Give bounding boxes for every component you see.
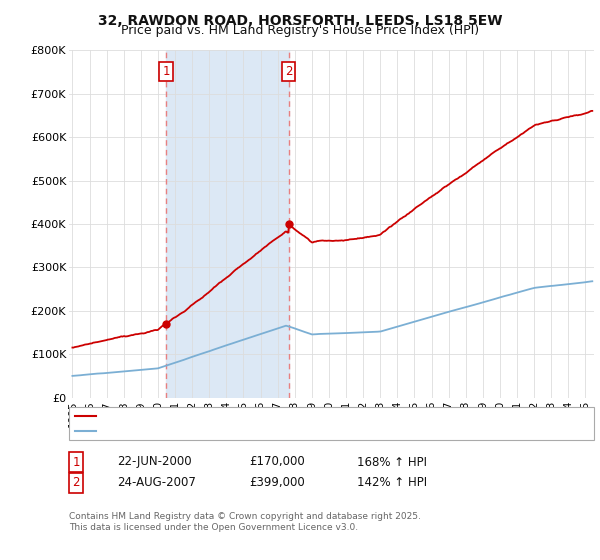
Text: 2: 2 [73, 476, 80, 489]
Text: 2: 2 [285, 65, 292, 78]
Text: Contains HM Land Registry data © Crown copyright and database right 2025.
This d: Contains HM Land Registry data © Crown c… [69, 512, 421, 532]
Text: £399,000: £399,000 [249, 476, 305, 489]
Text: 32, RAWDON ROAD, HORSFORTH, LEEDS, LS18 5EW: 32, RAWDON ROAD, HORSFORTH, LEEDS, LS18 … [98, 14, 502, 28]
Text: 22-JUN-2000: 22-JUN-2000 [117, 455, 191, 469]
Bar [166, 50, 289, 398]
Text: 24-AUG-2007: 24-AUG-2007 [117, 476, 196, 489]
Text: 142% ↑ HPI: 142% ↑ HPI [357, 476, 427, 489]
Text: Price paid vs. HM Land Registry's House Price Index (HPI): Price paid vs. HM Land Registry's House … [121, 24, 479, 37]
Text: HPI: Average price, semi-detached house, Leeds: HPI: Average price, semi-detached house,… [99, 426, 351, 436]
Text: 32, RAWDON ROAD, HORSFORTH, LEEDS, LS18 5EW (semi-detached house): 32, RAWDON ROAD, HORSFORTH, LEEDS, LS18 … [99, 411, 493, 421]
Text: 168% ↑ HPI: 168% ↑ HPI [357, 455, 427, 469]
Text: 1: 1 [73, 455, 80, 469]
Text: 1: 1 [162, 65, 170, 78]
Text: £170,000: £170,000 [249, 455, 305, 469]
